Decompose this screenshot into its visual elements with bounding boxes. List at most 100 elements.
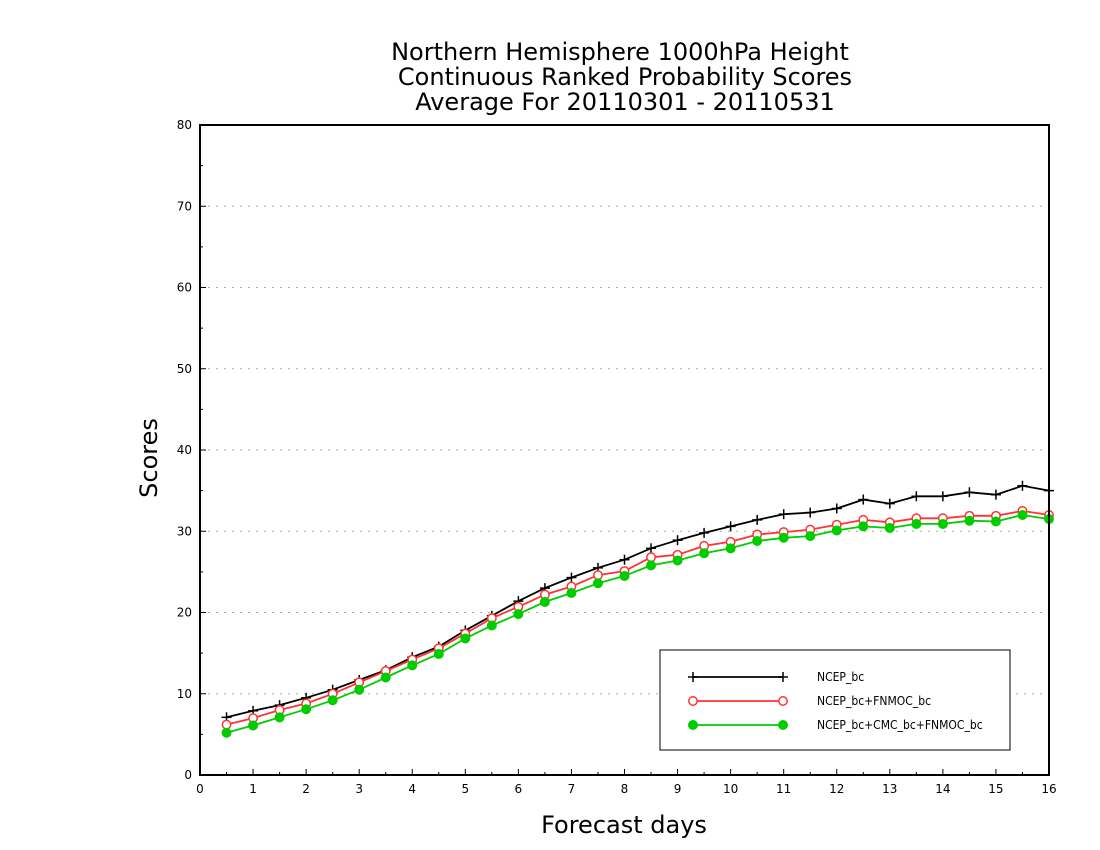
series-2-point-19: [725, 543, 736, 554]
series-0-point-23: [831, 503, 842, 514]
legend-marker-right-1: [778, 696, 788, 706]
series-2-point-18: [699, 548, 710, 559]
series-2-point-2: [274, 712, 285, 723]
x-tick-label-13: 13: [882, 782, 897, 796]
chart-title-line-1: Northern Hemisphere 1000hPa Height: [391, 38, 849, 66]
x-tick-label-3: 3: [355, 782, 363, 796]
gridlines: [200, 205, 1049, 695]
y-tick-label-30: 30: [177, 524, 192, 538]
series-1-point-16: [646, 552, 656, 563]
series-0-point-19: [725, 521, 736, 532]
x-tick-label-0: 0: [196, 782, 204, 796]
series-2-point-24: [858, 521, 869, 532]
series-layer: [221, 480, 1054, 738]
x-tick-label-10: 10: [723, 782, 738, 796]
x-tick-label-14: 14: [935, 782, 950, 796]
x-tick-label-4: 4: [408, 782, 416, 796]
x-axis-label: Forecast days: [541, 811, 707, 839]
series-0-point-18: [699, 527, 710, 538]
y-tick-label-10: 10: [177, 687, 192, 701]
x-tick-label-12: 12: [829, 782, 844, 796]
series-2-point-23: [831, 525, 842, 536]
series-2-point-10: [486, 620, 497, 631]
series-2-point-20: [752, 536, 763, 546]
series-2-point-26: [911, 518, 922, 529]
x-tick-label-15: 15: [988, 782, 1003, 796]
x-tick-label-5: 5: [461, 782, 469, 796]
series-0-point-25: [884, 498, 895, 509]
x-tick-label-9: 9: [674, 782, 682, 796]
series-2-point-29: [990, 516, 1001, 527]
legend-entry-0: NCEP_bc: [688, 670, 864, 684]
series-1-point-0: [221, 719, 232, 730]
series-2-point-7: [407, 660, 418, 671]
series-0-point-13: [566, 572, 577, 583]
legend-label-1: NCEP_bc+FNMOC_bc: [817, 694, 931, 708]
series-2: [221, 510, 1054, 738]
y-axis-label: Scores: [135, 418, 163, 498]
series-2-point-8: [433, 648, 444, 659]
series-2-point-17: [672, 555, 683, 566]
series-2-point-6: [380, 672, 391, 683]
x-tick-label-6: 6: [515, 782, 523, 796]
legend-marker-right-0: [778, 672, 788, 682]
series-0-point-17: [672, 535, 683, 546]
series-0-point-26: [911, 491, 922, 502]
series-0-point-22: [805, 507, 816, 518]
series-2-point-14: [592, 578, 603, 589]
series-0-point-16: [646, 543, 657, 554]
series-2-point-16: [646, 560, 657, 571]
series-0-point-29: [990, 489, 1001, 500]
legend-marker-left-0: [688, 672, 698, 682]
series-0-point-27: [937, 491, 948, 502]
x-tick-label-16: 16: [1041, 782, 1056, 796]
series-2-point-15: [619, 570, 630, 581]
series-2-point-12: [539, 596, 550, 607]
y-tick-label-20: 20: [177, 606, 192, 620]
x-tick-label-1: 1: [249, 782, 257, 796]
y-tick-label-50: 50: [177, 362, 192, 376]
legend-box: [659, 649, 1011, 751]
legend-entries: NCEP_bc NCEP_bc+FNMOC_bc NCEP_bc+CMC_bc+FN…: [688, 670, 983, 732]
chart-title-line-2: Continuous Ranked Probability Scores: [398, 63, 852, 91]
legend-entry-1: NCEP_bc+FNMOC_bc: [688, 694, 931, 708]
series-0-point-20: [752, 514, 763, 525]
x-tick-label-2: 2: [302, 782, 310, 796]
series-0-point-28: [964, 487, 975, 498]
y-tick-label-40: 40: [177, 443, 192, 457]
legend-label-0: NCEP_bc: [817, 670, 864, 684]
legend-marker-right-2: [778, 720, 788, 730]
series-2-point-1: [248, 720, 259, 731]
y-tick-label-70: 70: [177, 199, 192, 213]
series-2-point-13: [566, 588, 577, 598]
x-tick-label-11: 11: [776, 782, 791, 796]
chart-title-line-3: Average For 20110301 - 20110531: [415, 88, 835, 116]
y-tick-label-0: 0: [184, 768, 192, 782]
series-1-point-14: [593, 570, 603, 581]
series-2-point-3: [301, 704, 312, 715]
series-2-point-25: [884, 523, 895, 533]
series-2-point-21: [778, 532, 789, 543]
series-2-point-0: [221, 727, 232, 738]
y-tick-label-80: 80: [177, 118, 192, 132]
y-tick-label-60: 60: [177, 281, 192, 295]
series-2-point-4: [327, 695, 338, 706]
series-0-point-30: [1017, 480, 1028, 491]
axis-ticks: 0 1 2 3 4 5 6 7 8 9 10 11 12 13 14 15 160102030405060708…: [177, 118, 1057, 796]
series-line-0: [226, 484, 1050, 719]
series-2-point-28: [964, 515, 975, 526]
series-2-point-9: [460, 633, 471, 644]
legend-entry-2: NCEP_bc+CMC_bc+FNMOC_bc: [688, 718, 983, 732]
series-0-point-15: [619, 554, 630, 565]
legend-marker-left-2: [688, 720, 698, 730]
x-tick-label-8: 8: [621, 782, 629, 796]
series-2-point-27: [937, 518, 948, 529]
series-2-point-5: [354, 684, 365, 695]
series-2-point-11: [513, 609, 524, 620]
legend-label-2: NCEP_bc+CMC_bc+FNMOC_bc: [817, 718, 983, 732]
chart-title: Northern Hemisphere 1000hPa Height Conti…: [391, 38, 852, 116]
series-0-point-21: [778, 509, 789, 520]
series-0-point-24: [858, 494, 869, 505]
series-2-point-22: [805, 531, 816, 542]
